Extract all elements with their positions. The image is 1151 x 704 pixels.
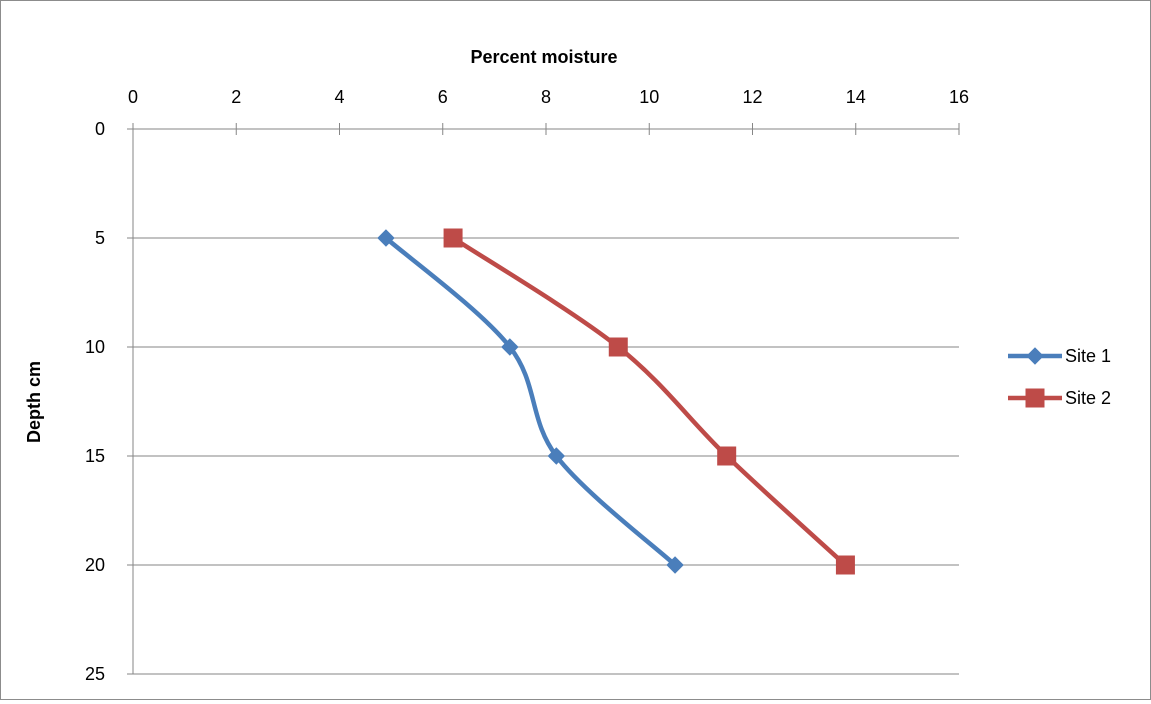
data-point xyxy=(835,555,855,575)
series-1 xyxy=(377,229,684,574)
x-tick-label: 6 xyxy=(438,87,448,107)
data-point xyxy=(666,556,684,574)
y-tick-label: 25 xyxy=(85,664,105,684)
series-line xyxy=(383,235,678,568)
legend-item: Site 1 xyxy=(1008,346,1111,366)
legend: Site 1 Site 2 xyxy=(1008,346,1111,408)
y-tick-label: 20 xyxy=(85,555,105,575)
x-tick-label: 0 xyxy=(128,87,138,107)
x-tick-label: 16 xyxy=(949,87,969,107)
series-line xyxy=(450,235,848,568)
data-point xyxy=(377,229,395,247)
y-tick-label: 15 xyxy=(85,446,105,466)
y-axis-title: Depth cm xyxy=(24,361,44,443)
legend-marker xyxy=(1025,388,1045,408)
x-axis-title: Percent moisture xyxy=(470,47,617,67)
x-tick-label: 2 xyxy=(231,87,241,107)
series-layer xyxy=(377,228,855,575)
data-point xyxy=(547,447,566,465)
y-tick-label: 10 xyxy=(85,337,105,357)
series-2 xyxy=(443,228,855,575)
data-point xyxy=(608,337,628,357)
x-tick-label: 8 xyxy=(541,87,551,107)
x-tick-label: 14 xyxy=(846,87,866,107)
data-point xyxy=(717,446,737,466)
y-tick-label: 5 xyxy=(95,228,105,248)
legend-item: Site 2 xyxy=(1008,388,1111,408)
legend-label: Site 2 xyxy=(1065,388,1111,408)
x-tick-label: 12 xyxy=(742,87,762,107)
y-tick-label: 0 xyxy=(95,119,105,139)
axes: 0 2 4 6 8 10 12 14 16 0 5 10 15 20 25 xyxy=(85,87,969,684)
data-point xyxy=(443,228,463,248)
data-point xyxy=(501,338,519,356)
x-tick-label: 4 xyxy=(334,87,344,107)
x-tick-label: 10 xyxy=(639,87,659,107)
legend-label: Site 1 xyxy=(1065,346,1111,366)
gridlines xyxy=(133,237,959,675)
legend-marker xyxy=(1026,347,1044,365)
